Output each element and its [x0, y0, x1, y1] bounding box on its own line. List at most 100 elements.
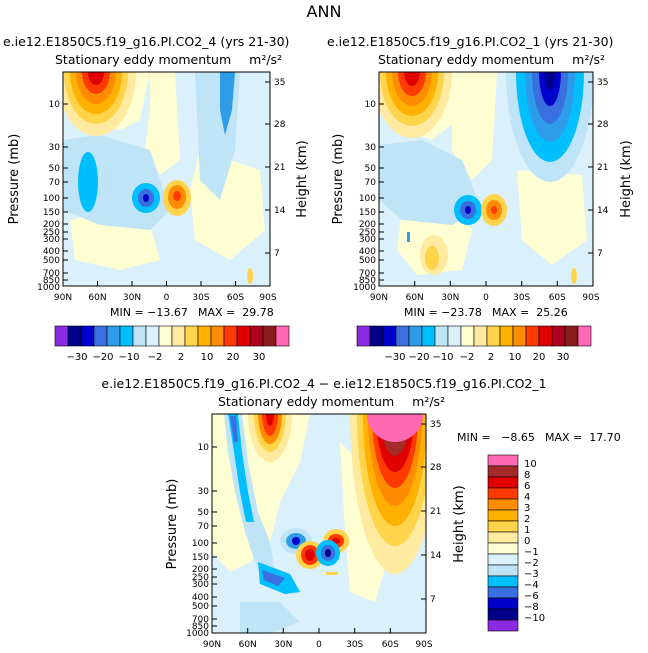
panel3-colorbar-label: 4 [524, 492, 530, 503]
panel2-colorbar-label: 10 [509, 352, 522, 363]
panel2-xtick: 30S [513, 293, 530, 303]
colorbar-swatch [54, 325, 69, 347]
colorbar-swatch [499, 325, 514, 347]
panel1-ytick: 700 [43, 269, 60, 279]
panel3-ytick: 150 [192, 553, 209, 563]
panel2-y2tick: 28 [597, 120, 609, 130]
colorbar-swatch [184, 325, 199, 347]
panel1-xtick: 60S [227, 293, 244, 303]
colorbar-swatch [487, 586, 519, 599]
panel3-subtitle-text: Stationary eddy momentum [218, 394, 395, 409]
panel2-ylabel: Pressure (mb) [331, 134, 346, 225]
panel1-ytick: 200 [43, 220, 60, 230]
panel1-y2label: Height (km) [295, 140, 310, 217]
panel1-subtitle-text: Stationary eddy momentum [55, 52, 232, 67]
panel2-xtick: 0 [483, 293, 489, 303]
panel1-min-label: MIN = −13.67 [110, 306, 188, 319]
panel3-colorbar-label: 10 [524, 459, 537, 470]
colorbar-swatch [460, 325, 475, 347]
panel2-subtitle-text: Stationary eddy momentum [378, 52, 555, 67]
colorbar-swatch [487, 542, 519, 555]
colorbar-swatch [171, 325, 186, 347]
page-title: ANN [306, 2, 342, 21]
colorbar-swatch [67, 325, 82, 347]
panel3-colorbar: 10 8 6 4 3 2 1 0 −1 −2 −3 −4 −6 −8 −10 [487, 454, 545, 632]
panel1-ytick: 850 [43, 276, 60, 286]
panel3-ylabel: Pressure (mb) [165, 479, 180, 570]
panel2-xtick: 60S [549, 293, 566, 303]
panel2-ytick: 70 [365, 178, 377, 188]
panel2-ytick: 500 [359, 256, 376, 266]
colorbar-swatch [487, 454, 519, 467]
panel3-title: e.ie12.E1850C5.f19_g16.PI.CO2_4 − e.ie12… [101, 376, 547, 391]
panel1-xtick: 90S [259, 293, 276, 303]
panel2-ytick: 50 [365, 164, 377, 174]
panel1-ytick: 100 [43, 194, 60, 204]
panel3-colorbar-label: 6 [524, 481, 530, 492]
panel3-units: m²/s² [412, 394, 446, 409]
colorbar-swatch [369, 325, 384, 347]
panel2-colorbar-label: −20 [408, 352, 429, 363]
panel3-ytick: 500 [192, 602, 209, 612]
panel1-ytick: 250 [43, 228, 60, 238]
panel3-y2tick: 14 [430, 551, 442, 561]
panel1-ytick: 150 [43, 208, 60, 218]
panel3-xtick: 90N [203, 640, 221, 650]
panel3-ytick: 100 [192, 539, 209, 549]
colorbar-swatch [487, 487, 519, 500]
panel2-xtick: 60N [406, 293, 424, 303]
colorbar-swatch [487, 465, 519, 478]
colorbar-swatch [487, 575, 519, 588]
panel1-y2tick: 21 [274, 163, 285, 173]
panel1-colorbar-label: 10 [201, 352, 214, 363]
colorbar-swatch [262, 325, 277, 347]
panel1-colorbar-label: 30 [253, 352, 266, 363]
panel2-max-label: MAX = 25.26 [492, 306, 568, 319]
panel1-colorbar-label: −10 [118, 352, 139, 363]
panel1-colorbar-label: −2 [148, 352, 163, 363]
panel2-colorbar-label: −30 [384, 352, 405, 363]
panel2-colorbar-label: −10 [432, 352, 453, 363]
panel2-plot: 10 30 50 70 100 150 200 250 300 400 500 … [331, 71, 634, 303]
panel2-ytick: 200 [359, 220, 376, 230]
colorbar-swatch [551, 325, 566, 347]
panel2-colorbar-label: −2 [460, 352, 475, 363]
panel3-xtick: 60N [239, 640, 257, 650]
colorbar-swatch [487, 531, 519, 544]
panel1-y2tick: 35 [274, 78, 285, 88]
panel3-ytick: 200 [192, 565, 209, 575]
colorbar-swatch [93, 325, 108, 347]
colorbar-swatch [223, 325, 238, 347]
panel2-y2tick: 35 [597, 78, 608, 88]
panel3-ytick: 250 [192, 573, 209, 583]
panel2-ytick: 400 [359, 247, 376, 257]
panel1-ytick: 1000 [37, 283, 60, 293]
panel3-colorbar-label: −2 [524, 558, 539, 569]
panel3-plot: 10 30 50 70 100 150 200 250 300 400 500 … [165, 413, 467, 650]
panel3-y2tick: 35 [430, 420, 441, 430]
panel3-colorbar-label: −10 [524, 613, 545, 624]
panel1-xtick: 0 [164, 293, 170, 303]
panel1-colorbar-label: 20 [227, 352, 240, 363]
panel2-y2tick: 7 [597, 249, 603, 259]
panel2-y2label: Height (km) [619, 140, 634, 217]
panel2-colorbar-label: 2 [488, 352, 494, 363]
colorbar-swatch [434, 325, 449, 347]
colorbar-swatch [145, 325, 160, 347]
panel3-min-label: MIN = −8.65 [457, 431, 535, 444]
panel2-subtitle: Stationary eddy momentum m²/s² [378, 52, 605, 67]
panel3-colorbar-label: −8 [524, 602, 539, 613]
colorbar-swatch [525, 325, 540, 347]
colorbar-swatch [197, 325, 212, 347]
panel1-colorbar-label: −20 [92, 352, 113, 363]
colorbar-swatch [564, 325, 579, 347]
panel1-colorbar-label: −30 [66, 352, 87, 363]
panel3-xtick: 30S [346, 640, 363, 650]
panel3-ytick: 50 [198, 508, 210, 518]
panel3-subtitle: Stationary eddy momentum m²/s² [218, 394, 445, 409]
panel2-title: e.ie12.E1850C5.f19_g16.PI.CO2_1 (yrs 21-… [327, 34, 614, 49]
panel1-y2tick: 7 [274, 249, 280, 259]
colorbar-swatch [80, 325, 95, 347]
panel3-colorbar-label: 0 [524, 536, 530, 547]
colorbar-swatch [132, 325, 147, 347]
